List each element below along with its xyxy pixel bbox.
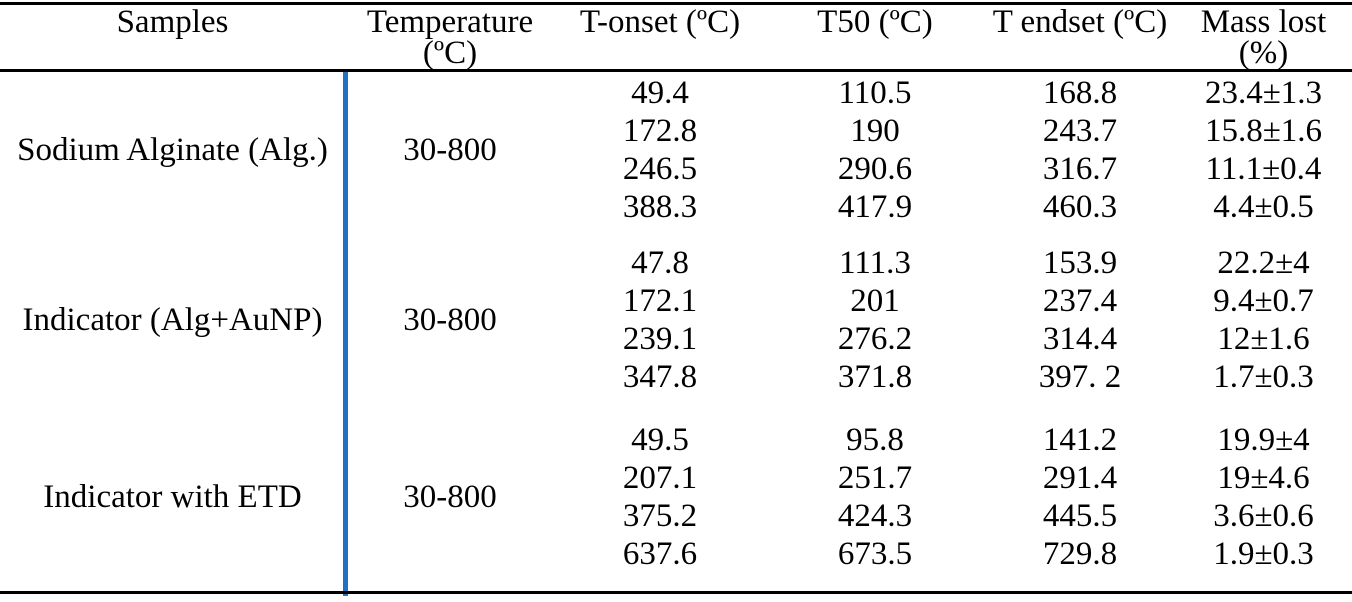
t-endset-values: 168.8 243.7 316.7 460.3: [985, 74, 1175, 226]
cell-t-onset: 172.1: [622, 283, 698, 319]
cell-t50: 95.8: [846, 422, 904, 458]
cell-t-endset: 729.8: [1042, 536, 1118, 572]
t-onset-values: 49.4 172.8 246.5 388.3: [555, 74, 765, 226]
cell-t50: 110.5: [838, 75, 912, 111]
t-onset-values: 47.8 172.1 239.1 347.8: [555, 244, 765, 396]
cell-t-endset: 314.4: [1042, 321, 1118, 357]
sample-group-indicator-with-etd: Indicator with ETD 30-800 49.5 207.1 375…: [0, 421, 1352, 573]
cell-t-onset: 172.8: [622, 113, 698, 149]
t50-values: 111.3 201 276.2 371.8: [765, 244, 985, 396]
column-header-mass-lost: Mass lost (%): [1175, 4, 1352, 71]
column-header-t-onset: T-onset (ºC): [555, 4, 765, 69]
cell-mass-lost: 4.4±0.5: [1213, 189, 1314, 225]
t-endset-values: 141.2 291.4 445.5 729.8: [985, 421, 1175, 573]
cell-t-onset: 49.5: [631, 422, 689, 458]
column-header-label: T50 (ºC): [817, 4, 933, 40]
mass-lost-values: 19.9±4 19±4.6 3.6±0.6 1.9±0.3: [1175, 421, 1352, 573]
cell-t-endset: 291.4: [1042, 460, 1118, 496]
cell-t-onset: 47.8: [631, 245, 689, 281]
mass-lost-values: 23.4±1.3 15.8±1.6 11.1±0.4 4.4±0.5: [1175, 74, 1352, 226]
cell-t50: 371.8: [837, 359, 913, 395]
bottom-rule: [0, 591, 1352, 594]
column-header-t-endset: T endset (ºC): [985, 4, 1175, 69]
cell-mass-lost: 11.1±0.4: [1205, 151, 1322, 187]
t-onset-values: 49.5 207.1 375.2 637.6: [555, 421, 765, 573]
cell-t-endset: 153.9: [1042, 245, 1118, 281]
cell-t-endset: 316.7: [1042, 151, 1118, 187]
column-header-sublabel: (ºC): [422, 35, 478, 71]
cell-mass-lost: 22.2±4: [1217, 245, 1310, 281]
cell-mass-lost: 1.7±0.3: [1213, 359, 1314, 395]
cell-t50: 290.6: [837, 151, 913, 187]
temperature-range: 30-800: [403, 131, 497, 168]
t-endset-values: 153.9 237.4 314.4 397. 2: [985, 244, 1175, 396]
vertical-divider-line: [343, 72, 348, 596]
cell-mass-lost: 15.8±1.6: [1204, 113, 1323, 149]
cell-t-endset: 168.8: [1042, 75, 1118, 111]
sample-group-sodium-alginate: Sodium Alginate (Alg.) 30-800 49.4 172.8…: [0, 74, 1352, 226]
column-header-label: Temperature: [366, 4, 534, 40]
cell-t-onset: 347.8: [622, 359, 698, 395]
sample-group-indicator-alg-aunp: Indicator (Alg+AuNP) 30-800 47.8 172.1 2…: [0, 244, 1352, 396]
cell-mass-lost: 19.9±4: [1217, 422, 1310, 458]
cell-t-endset: 141.2: [1042, 422, 1118, 458]
cell-t-onset: 375.2: [622, 498, 698, 534]
column-header-samples: Samples: [0, 4, 345, 69]
cell-t-onset: 239.1: [622, 321, 698, 357]
cell-t50: 417.9: [837, 189, 913, 225]
column-header-label: T endset (ºC): [992, 4, 1168, 40]
cell-mass-lost: 1.9±0.3: [1213, 536, 1314, 572]
cell-mass-lost: 19±4.6: [1217, 460, 1310, 496]
table-header-row: Samples Temperature (ºC) T-onset (ºC) T5…: [0, 4, 1352, 71]
mass-lost-values: 22.2±4 9.4±0.7 12±1.6 1.7±0.3: [1175, 244, 1352, 396]
cell-t50: 424.3: [837, 498, 913, 534]
cell-t-onset: 388.3: [622, 189, 698, 225]
column-header-sublabel: (%): [1238, 35, 1289, 71]
temperature-range: 30-800: [403, 301, 497, 338]
column-header-label: T-onset (ºC): [579, 4, 741, 40]
sample-name: Indicator (Alg+AuNP): [22, 301, 323, 338]
column-header-temperature: Temperature (ºC): [345, 4, 555, 71]
top-rule: [0, 2, 1352, 5]
sample-name: Indicator with ETD: [43, 478, 302, 515]
t50-values: 95.8 251.7 424.3 673.5: [765, 421, 985, 573]
cell-t50: 190: [850, 113, 900, 149]
column-header-label: Samples: [116, 4, 229, 40]
sample-name: Sodium Alginate (Alg.): [17, 131, 328, 168]
temperature-range: 30-800: [403, 478, 497, 515]
cell-mass-lost: 12±1.6: [1217, 321, 1310, 357]
column-header-label: Mass lost: [1200, 4, 1327, 40]
cell-t-endset: 445.5: [1042, 498, 1118, 534]
cell-t50: 276.2: [837, 321, 913, 357]
cell-t-onset: 207.1: [622, 460, 698, 496]
cell-t50: 251.7: [837, 460, 913, 496]
cell-t50: 111.3: [839, 245, 911, 281]
cell-mass-lost: 9.4±0.7: [1213, 283, 1314, 319]
table-body: Sodium Alginate (Alg.) 30-800 49.4 172.8…: [0, 72, 1352, 596]
cell-t50: 673.5: [837, 536, 913, 572]
header-rule: [0, 69, 1352, 72]
cell-t-onset: 246.5: [622, 151, 698, 187]
cell-t-endset: 460.3: [1042, 189, 1118, 225]
cell-mass-lost: 23.4±1.3: [1204, 75, 1323, 111]
cell-t-onset: 49.4: [631, 75, 689, 111]
cell-t-endset: 237.4: [1042, 283, 1118, 319]
cell-t-onset: 637.6: [622, 536, 698, 572]
cell-t-endset: 243.7: [1042, 113, 1118, 149]
cell-t-endset: 397. 2: [1038, 359, 1122, 395]
t50-values: 110.5 190 290.6 417.9: [765, 74, 985, 226]
column-header-t50: T50 (ºC): [765, 4, 985, 69]
cell-mass-lost: 3.6±0.6: [1213, 498, 1314, 534]
cell-t50: 201: [850, 283, 900, 319]
